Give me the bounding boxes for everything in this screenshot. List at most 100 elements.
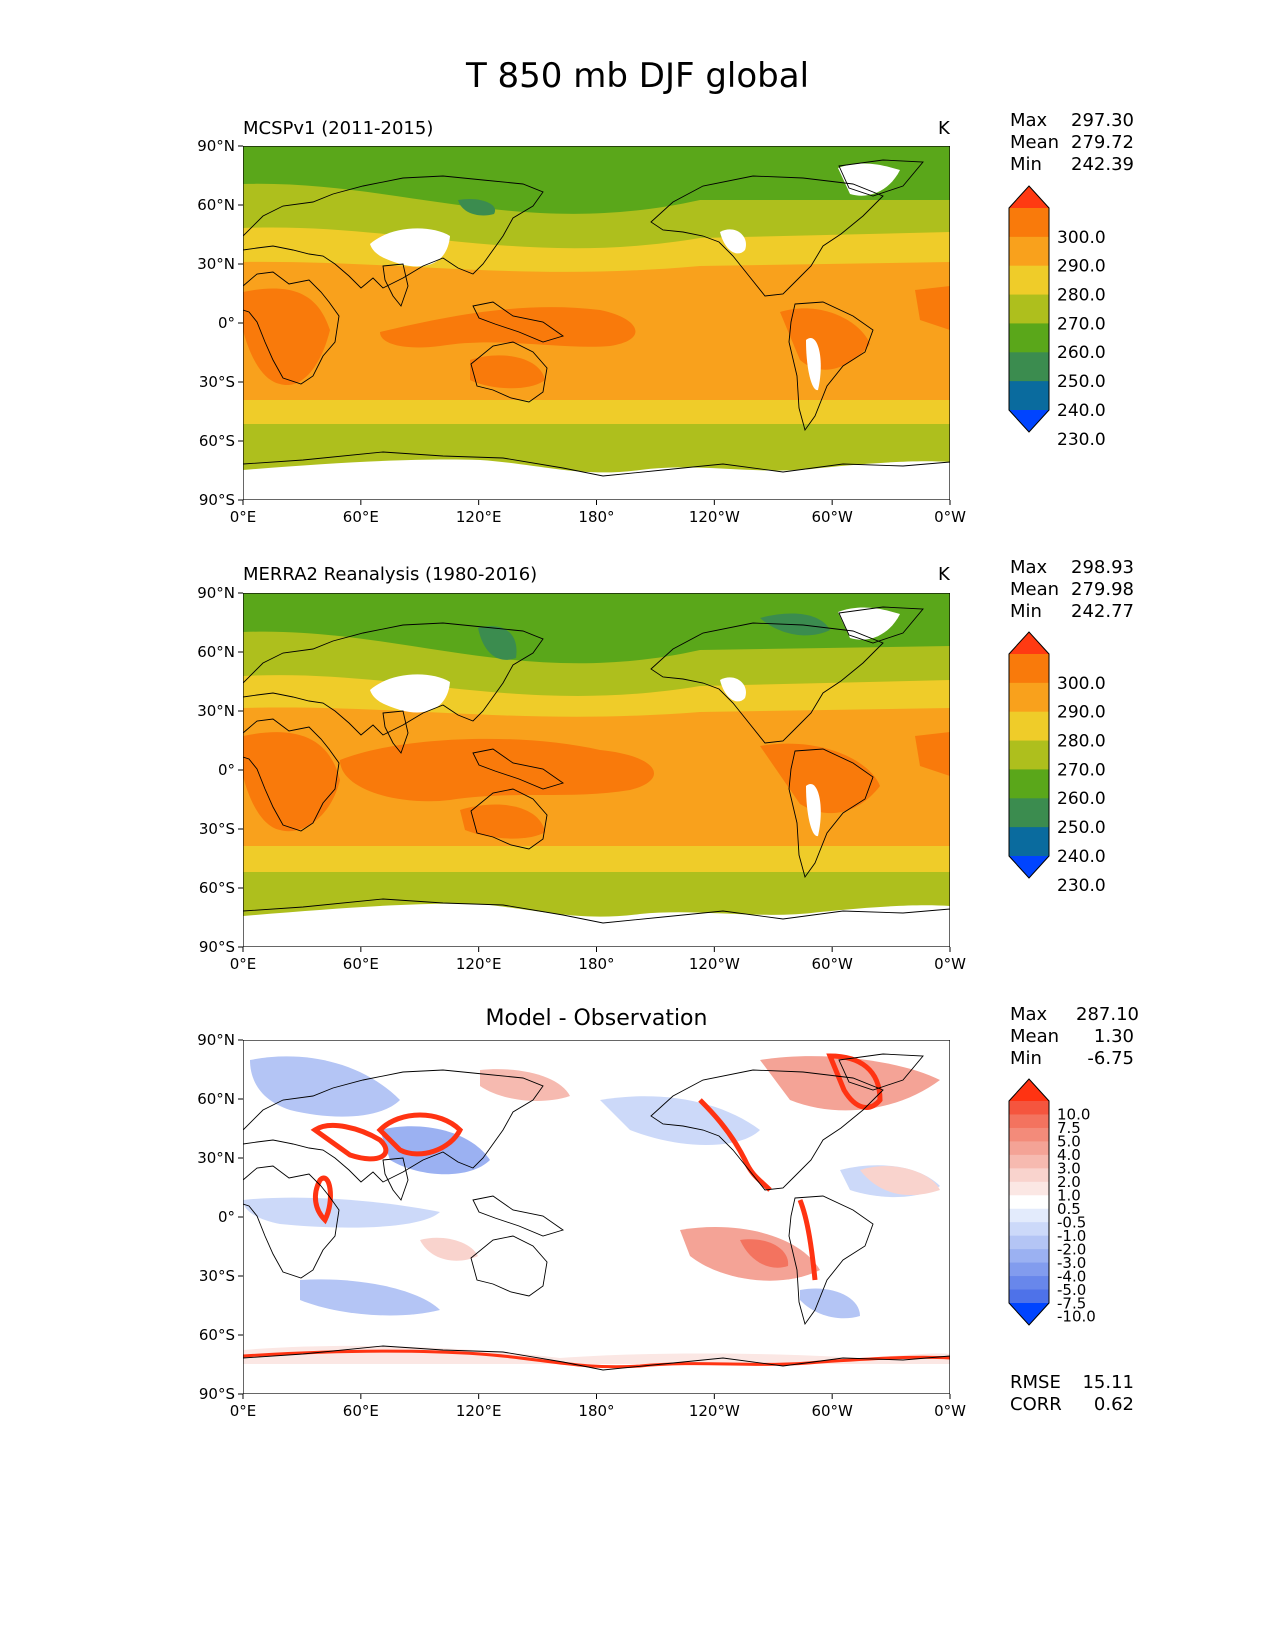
lat-tick-label: 0° — [218, 1208, 235, 1226]
axes-layer: 0°E 60°E 120°E 180° 120°W 60°W 0°W 90°N 60°N 30°N… — [197, 137, 966, 1420]
colorbar-label: 230.0 — [1057, 876, 1106, 896]
colorbar-label: 0.5 — [1057, 1200, 1081, 1218]
colorbar-label: -4.0 — [1057, 1267, 1086, 1285]
max-label: Max — [1010, 1004, 1048, 1025]
colorbar-label: -1.0 — [1057, 1227, 1086, 1245]
lon-tick-label: 120°W — [689, 955, 740, 973]
colorbar-segment — [1009, 1101, 1049, 1115]
colorbar-segment — [1009, 769, 1049, 799]
colorbar-label: 250.0 — [1057, 372, 1106, 392]
colorbar-label: -5.0 — [1057, 1281, 1086, 1299]
colorbar-label: -2.0 — [1057, 1240, 1086, 1258]
colorbar-label: 7.5 — [1057, 1119, 1081, 1137]
colorbar-label: 230.0 — [1057, 430, 1106, 450]
lat-tick-label: 90°S — [199, 1385, 235, 1403]
colorbar-segment — [1009, 798, 1049, 828]
colorbar-label: 270.0 — [1057, 760, 1106, 780]
lat-tick-label: 90°S — [199, 491, 235, 509]
colorbar-panel-3: 10.07.55.04.03.02.01.00.5-0.5-1.0-2.0-3.… — [1008, 1078, 1096, 1326]
min-label: Min — [1010, 154, 1042, 175]
lat-tick-label: 30°N — [197, 255, 235, 273]
colorbar-segment — [1009, 1114, 1049, 1129]
corr-label: CORR — [1010, 1394, 1062, 1415]
lon-tick-label: 120°E — [456, 1402, 502, 1420]
lat-tick-label: 60°N — [197, 1090, 235, 1108]
colorbar-segment — [1009, 1195, 1049, 1210]
lat-tick-label: 60°N — [197, 196, 235, 214]
colorbar-label: 2.0 — [1057, 1173, 1081, 1191]
colorbar-label: 1.0 — [1057, 1187, 1081, 1205]
colorbar-label: 10.0 — [1057, 1106, 1090, 1124]
colorbar-label: 240.0 — [1057, 401, 1106, 421]
colorbar-label: 5.0 — [1057, 1133, 1081, 1151]
panel2-units: K — [938, 564, 950, 585]
colorbar-label: 250.0 — [1057, 818, 1106, 838]
colorbar-extend-bottom — [1009, 856, 1049, 878]
lat-tick-label: 60°N — [197, 643, 235, 661]
colorbar-label: -3.0 — [1057, 1254, 1086, 1272]
colorbar-segment — [1009, 1235, 1049, 1250]
colorbar-segment — [1009, 1181, 1049, 1196]
min-value: 242.39 — [1071, 154, 1134, 175]
lat-tick-label: 30°S — [199, 1267, 235, 1285]
colorbar-segment — [1009, 1154, 1049, 1169]
lat-tick-label: 90°S — [199, 938, 235, 956]
lon-tick-label: 0°W — [934, 955, 966, 973]
map-panel-2 — [243, 593, 950, 947]
colorbar-label: 290.0 — [1057, 257, 1106, 277]
panel1-units: K — [938, 118, 950, 139]
colorbar-panel-2: 300.0 290.0 280.0 270.0 260.0 250.0 240.0 230.0 — [1008, 631, 1106, 896]
figure-title: T 850 mb DJF global — [465, 56, 810, 96]
colorbar-segment — [1009, 1222, 1049, 1237]
panel1-label: MCSPv1 (2011-2015) — [243, 118, 434, 139]
lat-tick-label: 0° — [218, 314, 235, 332]
colorbar-segment — [1009, 1141, 1049, 1156]
panel3-title: Model - Observation — [485, 1006, 708, 1031]
colorbar-panel-1: 300.0 290.0 280.0 270.0 260.0 250.0 240.0 230.0 — [1008, 185, 1106, 450]
mean-value: 279.98 — [1071, 579, 1134, 600]
max-value: 298.93 — [1071, 557, 1134, 578]
lon-tick-label: 60°W — [811, 1402, 853, 1420]
colorbar-segment — [1009, 1168, 1049, 1183]
colorbar-label: -0.5 — [1057, 1213, 1086, 1231]
colorbar-segment — [1009, 740, 1049, 770]
lat-tick-label: 30°S — [199, 820, 235, 838]
lon-tick-label: 120°E — [456, 508, 502, 526]
colorbar-label: -7.5 — [1057, 1294, 1086, 1312]
lat-tick-label: 0° — [218, 761, 235, 779]
lat-tick-label: 60°S — [199, 432, 235, 450]
colorbar-segment — [1009, 827, 1049, 857]
colorbar-segment — [1009, 265, 1049, 296]
lat-tick-label: 60°S — [199, 1326, 235, 1344]
mean-value: 1.30 — [1093, 1026, 1134, 1047]
colorbar-label: -10.0 — [1057, 1308, 1096, 1326]
corr-value: 0.62 — [1093, 1394, 1134, 1415]
lon-tick-label: 120°W — [689, 1402, 740, 1420]
colorbar-segment — [1009, 711, 1049, 742]
colorbar-segment — [1009, 682, 1049, 713]
colorbar-segment — [1009, 1276, 1049, 1291]
mean-value: 279.72 — [1071, 132, 1134, 153]
lat-tick-label: 30°S — [199, 373, 235, 391]
lon-tick-label: 60°W — [811, 508, 853, 526]
lon-tick-label: 60°E — [343, 1402, 379, 1420]
colorbar-segment — [1009, 323, 1049, 353]
colorbar-outline — [1008, 631, 1050, 879]
panel2-stats: Max 298.93 Mean 279.98 Min 242.77 — [1010, 557, 1134, 623]
mean-label: Mean — [1010, 579, 1060, 600]
colorbar-extend-top — [1009, 632, 1049, 654]
colorbar-segment — [1009, 1249, 1049, 1264]
colorbar-segment — [1009, 1262, 1049, 1277]
lon-tick-label: 120°W — [689, 508, 740, 526]
panel3-stats: Max 287.10 Mean 1.30 Min -6.75 — [1010, 1004, 1139, 1070]
min-value: 242.77 — [1071, 601, 1134, 622]
colorbar-segment — [1009, 294, 1049, 324]
min-label: Min — [1010, 601, 1042, 622]
colorbars-layer: 300.0 290.0 280.0 270.0 260.0 250.0 240.0 230.0… — [1008, 185, 1106, 1326]
max-value: 287.10 — [1076, 1004, 1139, 1025]
colorbar-label: 300.0 — [1057, 228, 1106, 248]
min-label: Min — [1010, 1048, 1042, 1069]
colorbar-extend-bottom — [1009, 410, 1049, 432]
panel1-stats: Max 297.30 Mean 279.72 Min 242.39 — [1010, 110, 1134, 176]
